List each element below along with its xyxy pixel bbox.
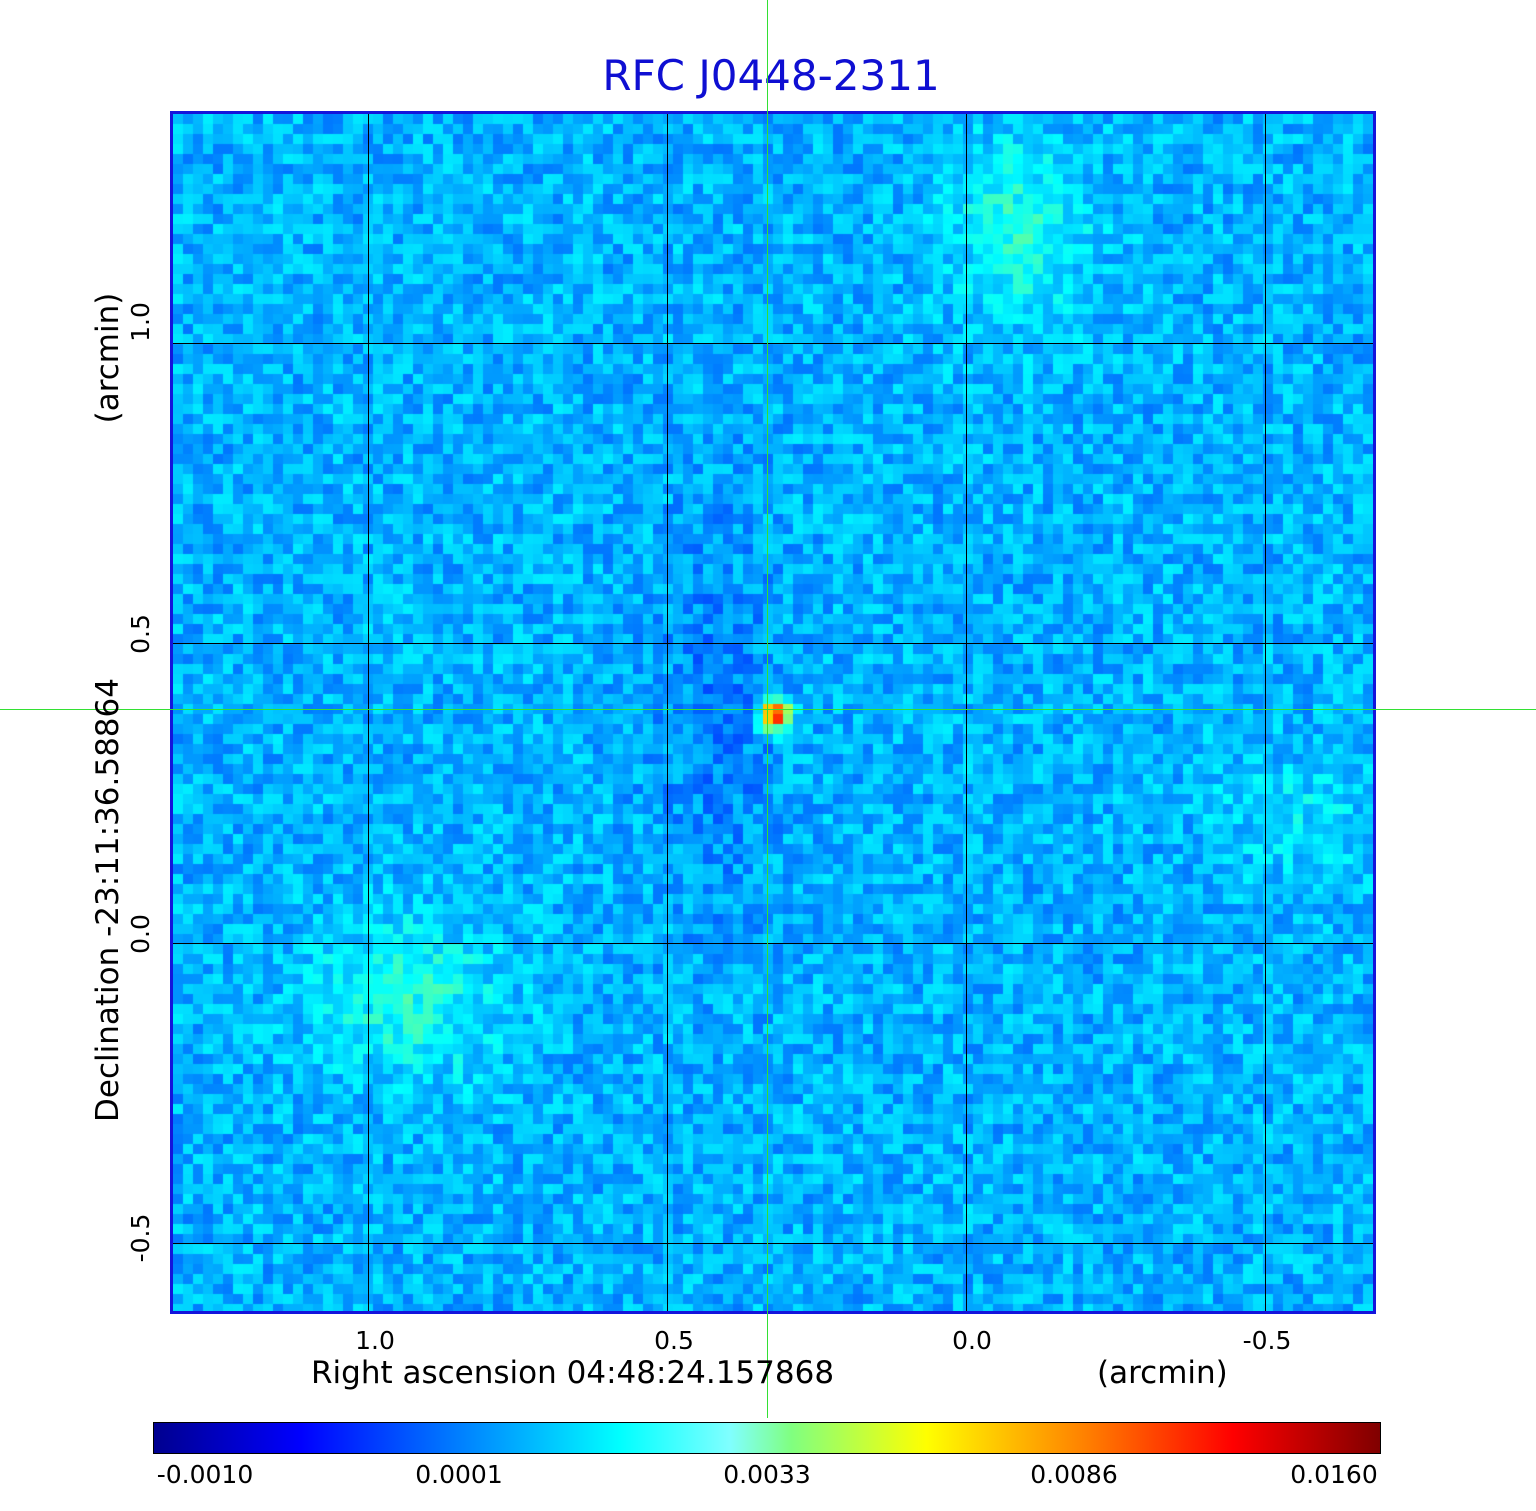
colorbar-tick-label: 0.0001 [415,1460,503,1489]
y-tick-label: 1.0 [126,302,155,342]
x-axis-unit: (arcmin) [1097,1355,1228,1391]
colorbar-tick-label: 0.0160 [1290,1460,1378,1489]
grid-line-x-0.0 [966,114,967,1311]
y-tick-label: 0.5 [126,614,155,654]
grid-line-y--0.5 [173,1243,1373,1244]
grid-line-x--0.5 [1265,114,1266,1311]
x-tick-label: 1.0 [355,1326,395,1355]
x-tick-label: 0.5 [654,1326,694,1355]
y-tick-label: 0.0 [126,914,155,954]
grid-line-y-0.5 [173,643,1373,644]
colorbar-tick-label: 0.0033 [723,1460,811,1489]
grid-line-x-0.5 [667,114,668,1311]
y-axis-unit: (arcmin) [90,292,126,424]
grid-line-x-1.0 [368,114,369,1311]
sky-image-frame[interactable] [170,111,1376,1314]
image-title: RFC J0448-2311 [602,51,940,100]
crosshair-horizontal [0,709,1536,710]
grid-line-y-1.0 [173,343,1373,344]
x-axis-label: Right ascension 04:48:24.157868 [311,1355,835,1391]
colorbar-tick-label: -0.0010 [156,1460,254,1489]
x-tick-label: -0.5 [1242,1326,1292,1355]
x-tick-label: 0.0 [952,1326,992,1355]
y-tick-label: -0.5 [126,1213,155,1263]
colorbar-tick-label: 0.0086 [1030,1460,1118,1489]
grid-line-y-0.0 [173,943,1373,944]
sky-image [173,114,1373,1311]
colorbar [153,1422,1381,1454]
